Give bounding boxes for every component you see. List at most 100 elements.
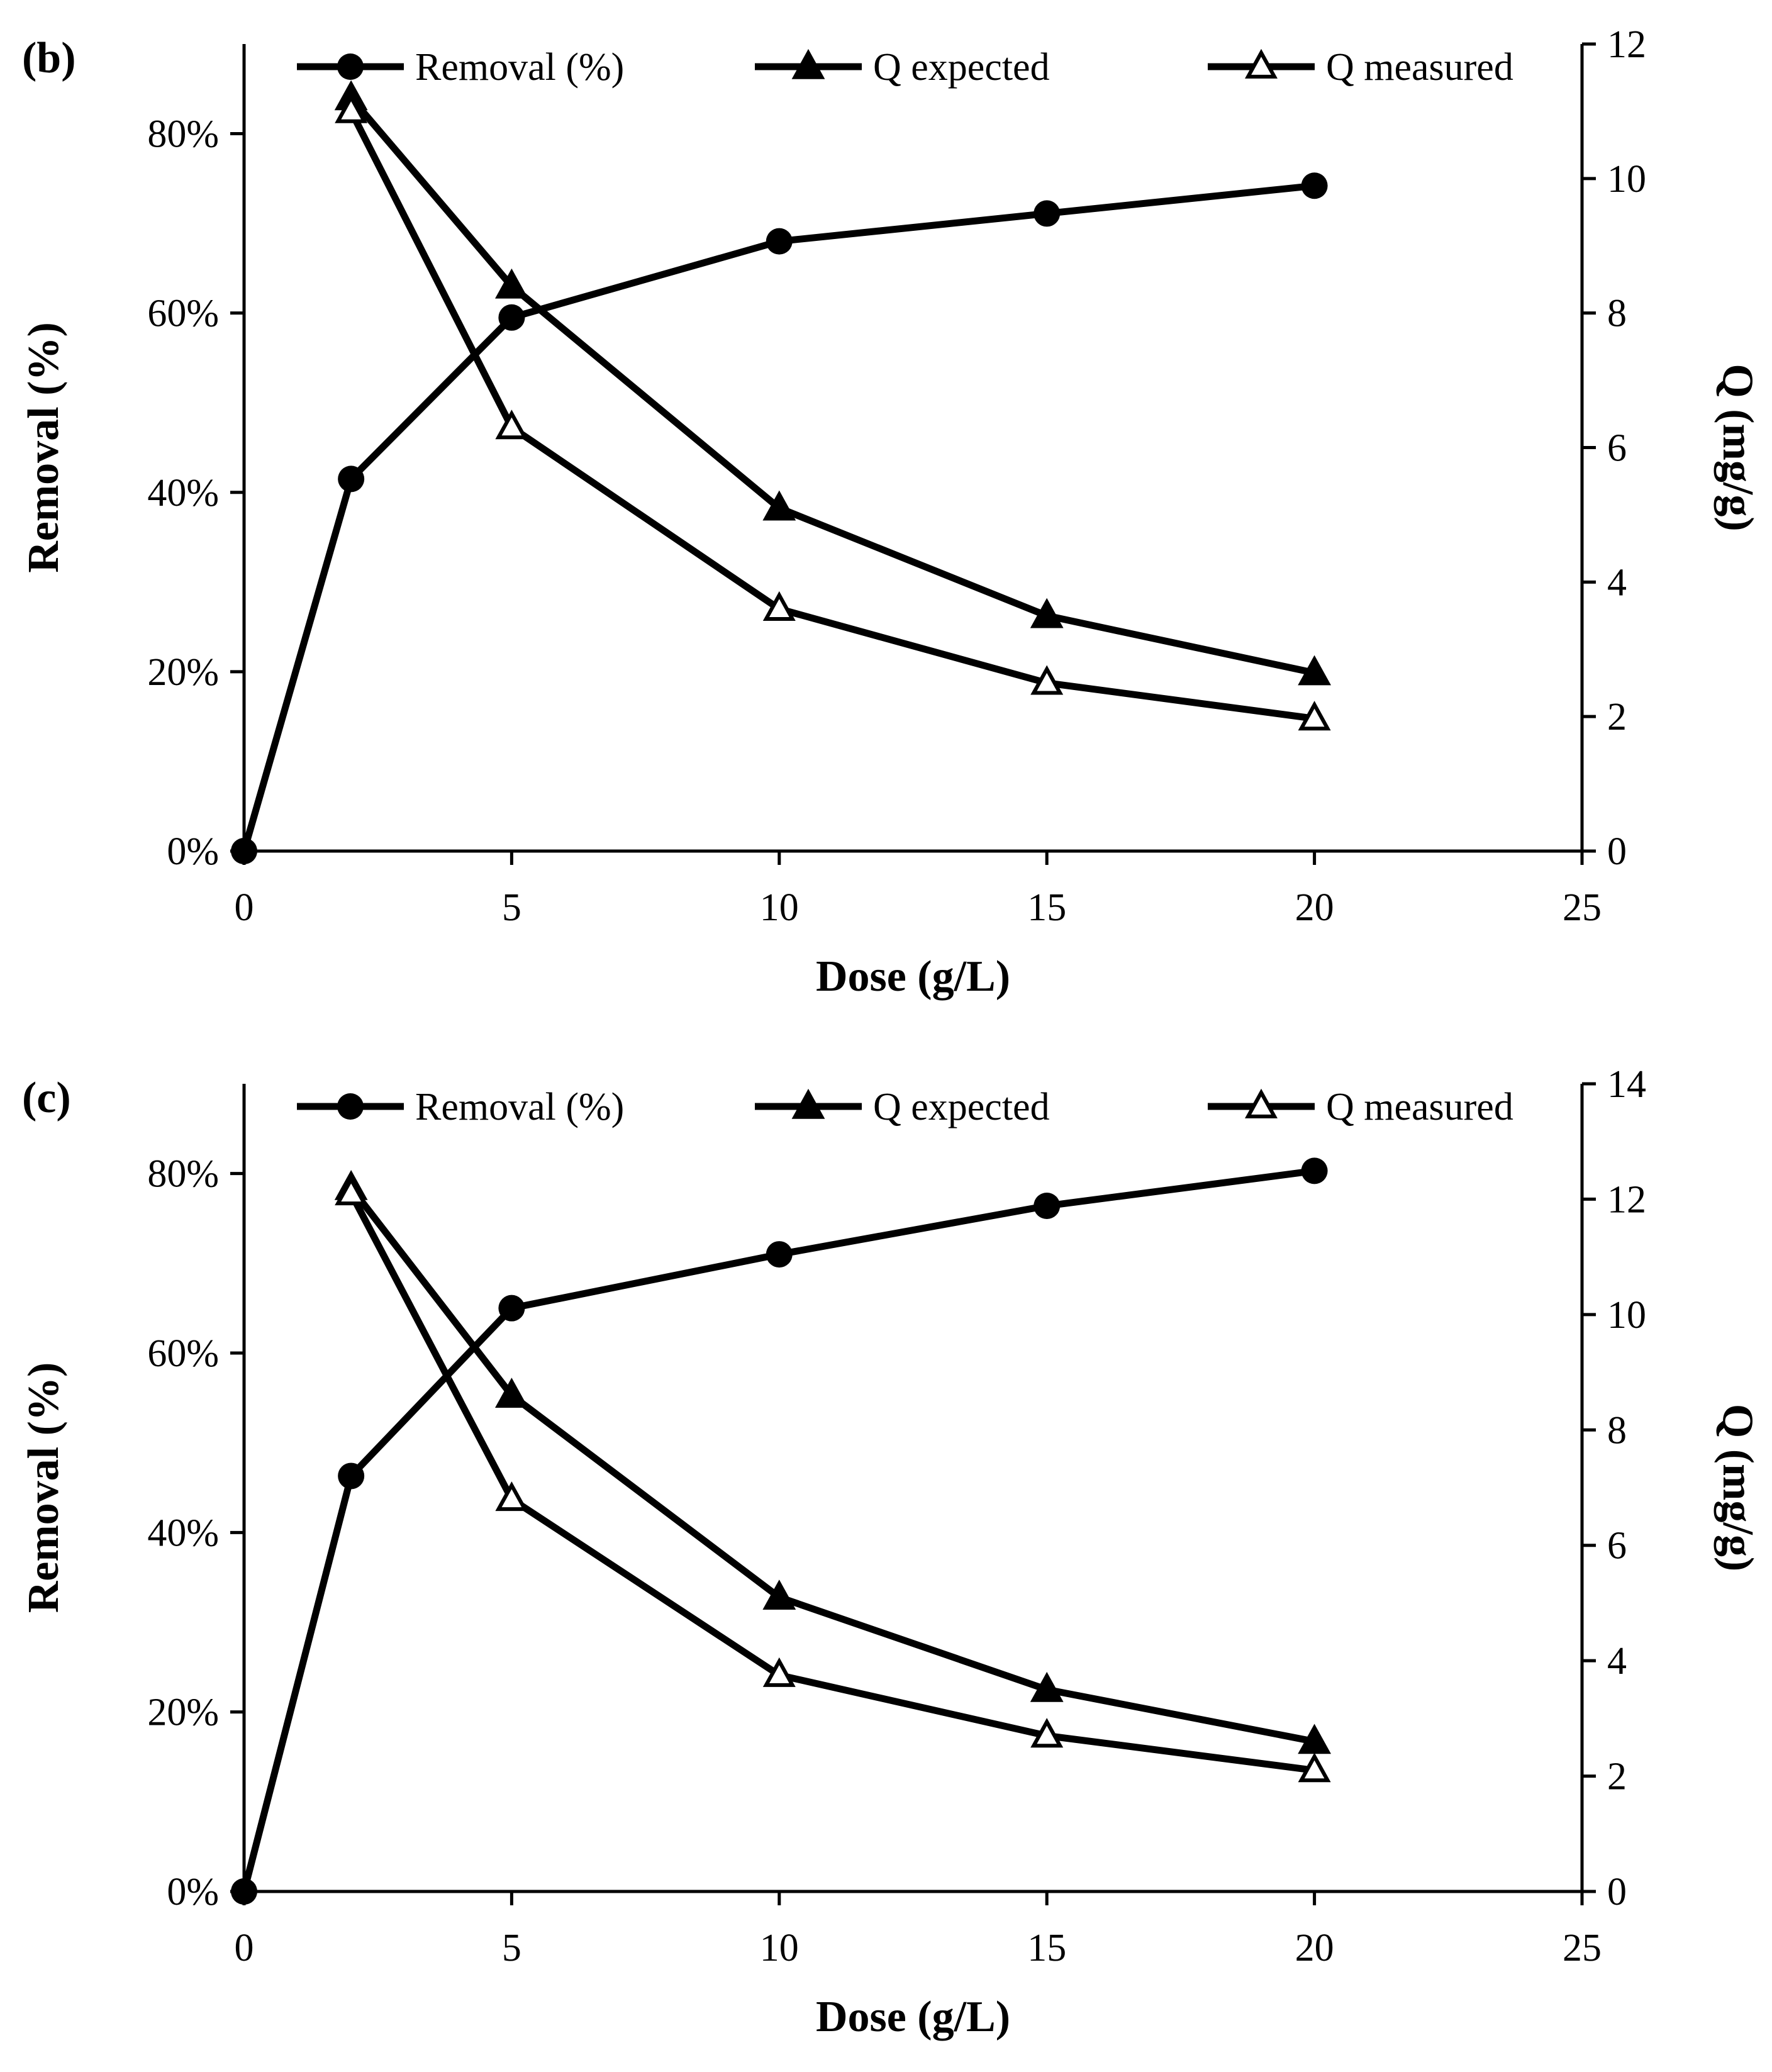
legend-label: Q expected (873, 46, 1050, 89)
data-point (1030, 598, 1064, 628)
data-point (495, 409, 528, 440)
series-q-measured (335, 1176, 1331, 1783)
y-axis-title-left: Removal (%) (20, 322, 68, 573)
data-point (1030, 1671, 1064, 1702)
data-point (766, 1241, 793, 1268)
data-point (231, 1878, 257, 1905)
legend-marker (337, 53, 364, 80)
y-tick-label-left: 40% (147, 1512, 219, 1554)
data-point (338, 1462, 365, 1490)
data-point (766, 228, 793, 255)
legend-marker (1245, 1088, 1278, 1118)
y-tick-label-right: 14 (1607, 1063, 1646, 1106)
y-axis-title-left: Removal (%) (20, 1362, 68, 1613)
y-tick-label-left: 60% (147, 1332, 219, 1375)
series-q-expected (334, 1170, 1331, 1754)
y-tick-label-right: 0 (1607, 1871, 1627, 1913)
x-tick-label: 5 (502, 886, 521, 929)
chart-panel-c: 0 5 10 15 20 25 0% 20% 40% 60% 80% 0 2 4 6 8 10 12 14 Dose … (20, 1063, 1762, 2041)
data-point (231, 838, 257, 864)
y-tick-label-right: 8 (1607, 1409, 1627, 1452)
data-point (1298, 701, 1331, 731)
legend-entry: Q expected (755, 1086, 1050, 1128)
y-tick-label-left: 0% (167, 1871, 219, 1913)
y-tick-label-right: 12 (1607, 1178, 1646, 1221)
y-tick-label-right: 2 (1607, 696, 1627, 738)
x-tick-label: 10 (760, 1927, 799, 1969)
y-tick-label-right: 6 (1607, 1525, 1627, 1568)
y-tick-label-left: 40% (147, 472, 219, 515)
y-tick-label-right: 4 (1607, 1640, 1627, 1683)
y-tick-label-right: 12 (1607, 23, 1646, 66)
y-tick-label-right: 8 (1607, 292, 1627, 335)
x-tick-label: 0 (235, 1927, 254, 1969)
legend-marker (337, 1093, 364, 1120)
data-point (495, 1378, 528, 1408)
data-point (762, 490, 796, 521)
legend-marker (791, 48, 825, 79)
series-removal (231, 1157, 1328, 1905)
y-axis-title-right: Q (mg/g) (1713, 364, 1762, 531)
series-line (240, 1167, 1315, 1893)
data-point (495, 1481, 528, 1512)
series-line (348, 95, 1315, 677)
data-point (1034, 1193, 1061, 1220)
legend-entry: Q measured (1208, 1086, 1513, 1128)
series-q-measured (335, 93, 1331, 731)
legend-label: Removal (%) (415, 46, 624, 89)
data-point (1030, 665, 1064, 695)
x-tick-label: 20 (1295, 1927, 1334, 1969)
data-point (1298, 1752, 1331, 1783)
y-tick-label-left: 60% (147, 292, 219, 335)
data-point (762, 1579, 796, 1610)
data-point (1301, 1157, 1328, 1184)
data-point (1301, 172, 1328, 199)
y-tick-label-right: 4 (1607, 561, 1627, 604)
data-point (1030, 1718, 1064, 1748)
legend-label: Removal (%) (415, 1086, 624, 1128)
x-tick-label: 5 (502, 1927, 521, 1969)
legend-entry: Removal (%) (297, 1086, 624, 1128)
data-point (335, 93, 368, 123)
legend-label: Q measured (1326, 1086, 1513, 1128)
data-point (338, 465, 365, 493)
y-tick-label-right: 6 (1607, 427, 1627, 470)
legend-entry: Removal (%) (297, 46, 624, 89)
x-tick-label: 20 (1295, 886, 1334, 929)
x-tick-label: 15 (1027, 1927, 1066, 1969)
y-tick-label-right: 10 (1607, 158, 1646, 201)
data-point (1034, 200, 1061, 227)
panel-label: (b) (22, 34, 76, 82)
data-point (498, 304, 525, 331)
y-tick-label-right: 10 (1607, 1294, 1646, 1337)
y-tick-label-left: 0% (167, 830, 219, 873)
y-tick-label-right: 2 (1607, 1756, 1627, 1798)
data-point (762, 591, 796, 621)
y-tick-label-right: 0 (1607, 830, 1627, 873)
legend-marker (1245, 48, 1278, 79)
chart-panel-b: 0 5 10 15 20 25 0% 20% 40% 60% 80% 0 2 4 6 8 10 12 Dose (g… (20, 23, 1762, 1001)
series-line (240, 182, 1315, 852)
panel-label: (c) (22, 1074, 71, 1122)
y-tick-label-left: 80% (147, 113, 219, 156)
legend-marker (791, 1088, 825, 1119)
legend-label: Q expected (873, 1086, 1050, 1128)
data-point (335, 1176, 368, 1206)
x-tick-label: 0 (235, 886, 254, 929)
x-tick-label: 25 (1563, 1927, 1602, 1969)
y-tick-label-left: 20% (147, 1691, 219, 1734)
data-point (495, 268, 528, 299)
x-axis-title: Dose (g/L) (816, 952, 1010, 1001)
legend-label: Q measured (1326, 46, 1513, 89)
data-point (1298, 655, 1331, 686)
legend-entry: Q measured (1208, 46, 1513, 89)
series-q-expected (334, 80, 1331, 686)
series-line (348, 1191, 1315, 1774)
x-tick-label: 15 (1027, 886, 1066, 929)
y-axis-title-right: Q (mg/g) (1713, 1404, 1762, 1571)
y-tick-label-left: 20% (147, 651, 219, 694)
legend-entry: Q expected (755, 46, 1050, 89)
data-point (762, 1657, 796, 1687)
series-removal (231, 172, 1328, 864)
